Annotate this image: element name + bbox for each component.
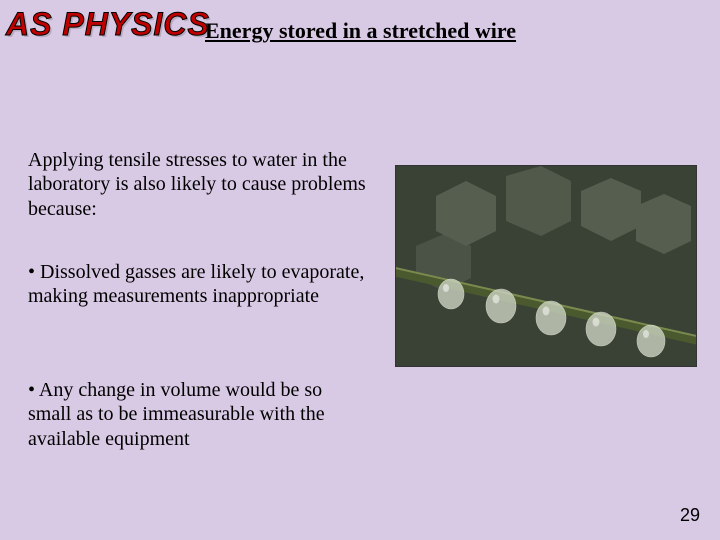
slide: AS PHYSICS Energy stored in a stretched … <box>0 0 720 540</box>
droplets-photo <box>395 165 697 367</box>
course-logo: AS PHYSICS <box>6 6 210 43</box>
bullet-1: • Dissolved gasses are likely to evapora… <box>28 260 368 309</box>
intro-paragraph: Applying tensile stresses to water in th… <box>28 148 368 221</box>
droplets-svg <box>396 166 696 366</box>
slide-title: Energy stored in a stretched wire <box>205 18 516 44</box>
page-number: 29 <box>680 505 700 526</box>
bullet-2: • Any change in volume would be so small… <box>28 378 368 451</box>
